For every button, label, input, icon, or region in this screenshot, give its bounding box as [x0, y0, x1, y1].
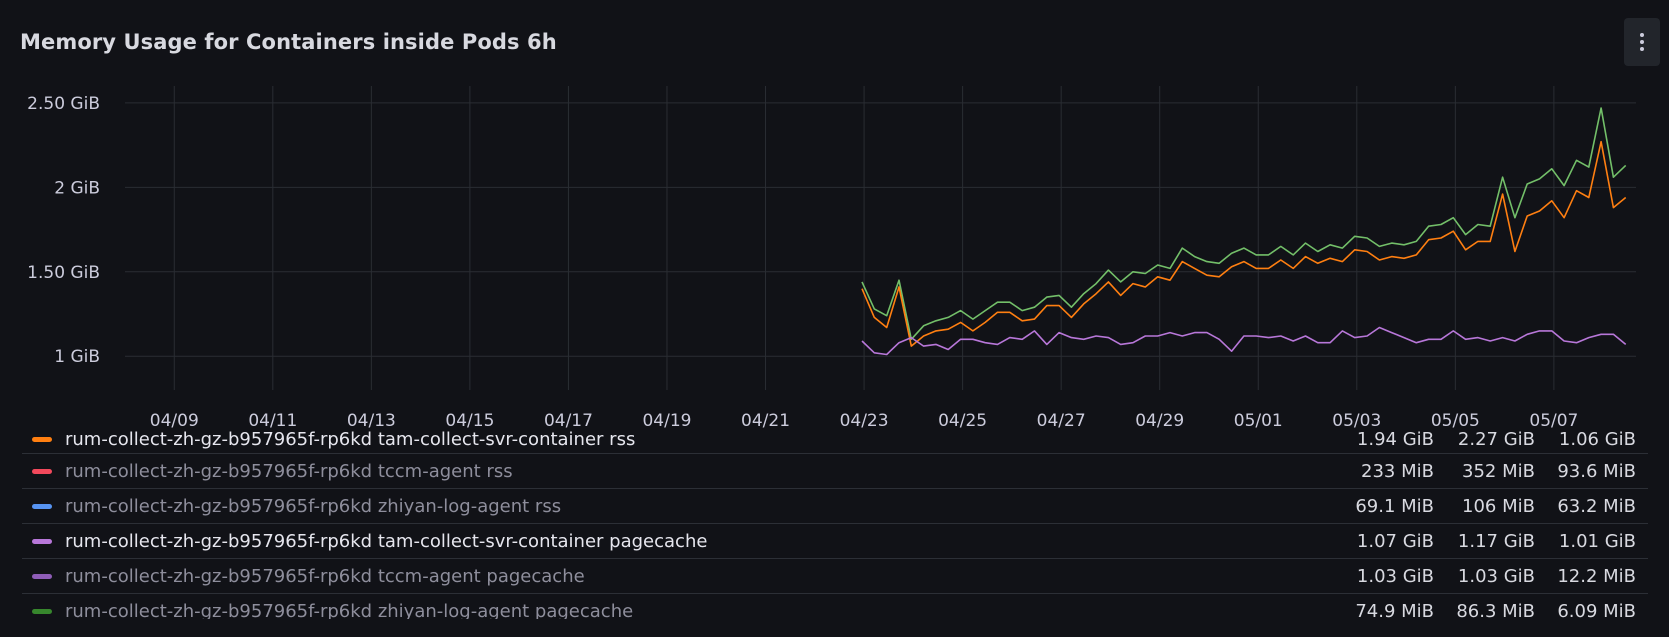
legend-value: 2.27 GiB [1457, 429, 1535, 450]
legend-swatch [32, 503, 52, 509]
x-tick-label: 04/13 [347, 411, 396, 430]
legend-value: 1.01 GiB [1558, 530, 1636, 552]
x-tick-label: 04/09 [150, 411, 199, 430]
series-line-0[interactable] [861, 107, 1627, 341]
legend-swatch [32, 538, 52, 544]
series-line-1[interactable] [861, 140, 1627, 347]
legend-series-name: rum-collect-zh-gz-b957965f-rp6kd zhiyan-… [65, 495, 562, 517]
vertical-ellipsis-icon [1640, 33, 1644, 51]
legend-value: 1.17 GiB [1457, 530, 1535, 552]
legend-row[interactable]: rum-collect-zh-gz-b957965f-rp6kd zhiyan-… [22, 489, 1648, 524]
legend-row[interactable]: rum-collect-zh-gz-b957965f-rp6kd zhiyan-… [22, 594, 1648, 619]
y-tick-label: 1 GiB [54, 347, 100, 367]
legend-value: 12.2 MiB [1557, 565, 1636, 587]
x-tick-label: 05/07 [1529, 411, 1578, 430]
x-tick-label: 04/15 [445, 411, 494, 430]
legend-value: 352 MiB [1462, 460, 1535, 482]
legend-value: 93.6 MiB [1557, 460, 1636, 482]
legend-value: 1.03 GiB [1356, 565, 1434, 587]
legend-value: 63.2 MiB [1557, 495, 1636, 517]
legend-value: 1.07 GiB [1356, 530, 1434, 552]
legend-value: 86.3 MiB [1456, 600, 1535, 620]
legend-series-name: rum-collect-zh-gz-b957965f-rp6kd tccm-ag… [65, 565, 585, 587]
chart-legend: rum-collect-zh-gz-b957965f-rp6kd tam-col… [22, 429, 1648, 619]
x-tick-label: 04/11 [248, 411, 297, 430]
memory-usage-chart[interactable]: 1 GiB 1.50 GiB 2 GiB 2.50 GiB 04/09 04/11 04/1… [0, 80, 1669, 430]
legend-value: 233 MiB [1361, 460, 1434, 482]
y-tick-label: 2.50 GiB [27, 94, 100, 114]
x-tick-label: 05/01 [1234, 411, 1283, 430]
x-tick-label: 04/19 [642, 411, 691, 430]
legend-series-name: rum-collect-zh-gz-b957965f-rp6kd tam-col… [65, 429, 636, 450]
legend-row[interactable]: rum-collect-zh-gz-b957965f-rp6kd tam-col… [22, 524, 1648, 559]
x-tick-label: 04/29 [1135, 411, 1184, 430]
x-tick-label: 04/21 [741, 411, 790, 430]
legend-value: 6.09 MiB [1557, 600, 1636, 620]
legend-value: 74.9 MiB [1355, 600, 1434, 620]
legend-series-name: rum-collect-zh-gz-b957965f-rp6kd tccm-ag… [65, 460, 513, 482]
legend-value: 1.06 GiB [1558, 429, 1636, 450]
legend-row[interactable]: rum-collect-zh-gz-b957965f-rp6kd tam-col… [22, 429, 1648, 454]
legend-series-name: rum-collect-zh-gz-b957965f-rp6kd tam-col… [65, 530, 708, 552]
legend-swatch [32, 468, 52, 474]
x-tick-label: 05/03 [1332, 411, 1381, 430]
legend-swatch [32, 608, 52, 614]
y-tick-label: 2 GiB [54, 178, 100, 198]
legend-row[interactable]: rum-collect-zh-gz-b957965f-rp6kd tccm-ag… [22, 454, 1648, 489]
x-tick-label: 04/27 [1037, 411, 1086, 430]
panel-title: Memory Usage for Containers inside Pods … [20, 30, 557, 54]
legend-series-name: rum-collect-zh-gz-b957965f-rp6kd zhiyan-… [65, 600, 634, 620]
legend-value: 106 MiB [1462, 495, 1535, 517]
legend-value: 1.03 GiB [1457, 565, 1535, 587]
legend-value: 1.94 GiB [1356, 429, 1434, 450]
x-tick-label: 05/05 [1431, 411, 1480, 430]
legend-swatch [32, 573, 52, 579]
series-line-2[interactable] [861, 326, 1627, 356]
legend-swatch [32, 437, 52, 442]
legend-row[interactable]: rum-collect-zh-gz-b957965f-rp6kd tccm-ag… [22, 559, 1648, 594]
y-tick-label: 1.50 GiB [27, 263, 100, 283]
x-tick-label: 04/23 [840, 411, 889, 430]
legend-value: 69.1 MiB [1355, 495, 1434, 517]
panel-menu-button[interactable] [1624, 18, 1660, 66]
x-tick-label: 04/17 [544, 411, 593, 430]
x-tick-label: 04/25 [938, 411, 987, 430]
